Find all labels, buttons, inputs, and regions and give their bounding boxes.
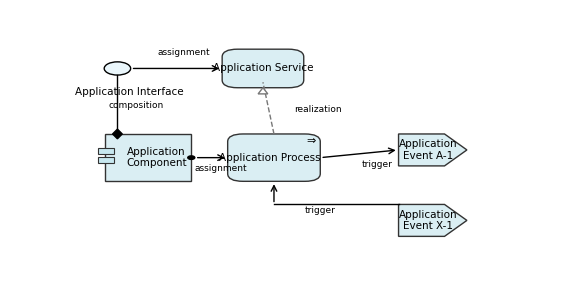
Text: Application Interface: Application Interface xyxy=(75,87,183,97)
Text: Application
Event X-1: Application Event X-1 xyxy=(399,210,457,231)
Polygon shape xyxy=(398,204,467,236)
Bar xyxy=(98,157,114,163)
Text: ⇒: ⇒ xyxy=(306,136,315,146)
Text: realization: realization xyxy=(294,105,341,114)
Text: Application Process: Application Process xyxy=(218,153,320,163)
FancyBboxPatch shape xyxy=(228,134,320,181)
Text: Application Service: Application Service xyxy=(213,63,313,74)
Polygon shape xyxy=(398,134,467,166)
Polygon shape xyxy=(258,88,268,94)
Text: Application
Component: Application Component xyxy=(126,147,187,168)
Text: trigger: trigger xyxy=(305,206,336,215)
Text: composition: composition xyxy=(109,101,164,110)
Circle shape xyxy=(104,62,131,75)
Text: Application
Event A-1: Application Event A-1 xyxy=(399,139,457,161)
Polygon shape xyxy=(113,129,122,139)
FancyBboxPatch shape xyxy=(222,49,304,88)
Text: assignment: assignment xyxy=(195,164,248,173)
Bar xyxy=(98,148,114,154)
Bar xyxy=(105,134,191,181)
Circle shape xyxy=(188,156,195,159)
Text: trigger: trigger xyxy=(362,160,393,169)
Text: assignment: assignment xyxy=(157,48,210,57)
